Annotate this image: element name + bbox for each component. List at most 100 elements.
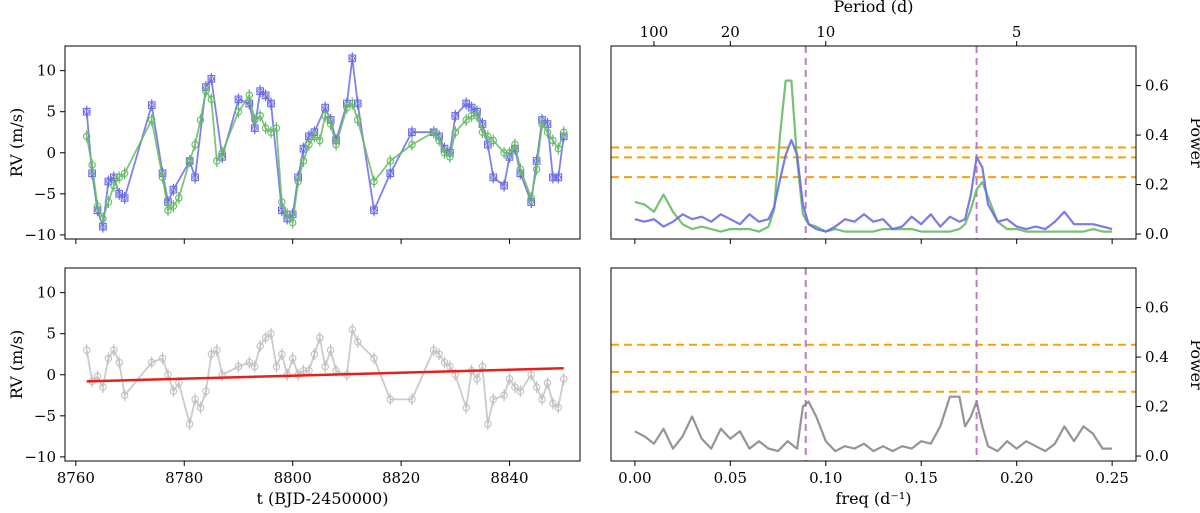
data-point <box>93 202 102 210</box>
data-point <box>543 379 552 387</box>
y-tick-label: 10 <box>37 62 56 80</box>
y-tick-label: 0 <box>46 144 56 162</box>
data-point <box>110 181 118 190</box>
data-point <box>326 120 335 128</box>
data-point-ring <box>170 187 177 193</box>
data-point <box>473 112 481 120</box>
data-point-ring <box>555 174 561 181</box>
data-point <box>261 91 270 100</box>
data-point-ring <box>121 195 128 201</box>
data-point <box>175 194 183 202</box>
data-point <box>435 350 443 358</box>
y-tick-label: −10 <box>24 448 56 466</box>
data-point <box>191 173 199 182</box>
x-tick-label: 8800 <box>274 469 312 487</box>
data-point <box>267 99 275 108</box>
y-tick-label: 0.0 <box>1145 447 1169 465</box>
data-point <box>408 140 416 149</box>
data-point <box>370 354 378 363</box>
data-point <box>207 350 216 358</box>
data-point <box>429 346 438 354</box>
data-point <box>370 206 378 215</box>
data-point <box>234 107 243 116</box>
data-point <box>332 140 340 149</box>
series-line <box>85 328 565 425</box>
data-point <box>278 198 286 206</box>
x-tick-label: 0.20 <box>1000 469 1033 487</box>
y-axis-label: Power <box>1187 339 1200 390</box>
data-point-ring <box>349 55 355 61</box>
top-tick-label: 10 <box>816 23 835 41</box>
data-point <box>500 149 508 157</box>
data-point <box>191 395 199 404</box>
data-point <box>484 132 492 141</box>
data-point <box>272 362 281 371</box>
y-axis-label: RV (m/s) <box>7 108 26 177</box>
data-point <box>99 214 107 223</box>
data-point <box>348 325 357 334</box>
y-axis-label: RV (m/s) <box>7 330 26 399</box>
data-point <box>435 136 443 145</box>
data-point <box>82 346 91 354</box>
data-point <box>213 346 221 354</box>
data-point <box>549 399 557 408</box>
x-axis-label: freq (d⁻¹) <box>836 489 912 508</box>
data-point <box>283 210 292 219</box>
data-point-ring <box>268 100 274 107</box>
data-point-ring <box>490 174 496 181</box>
data-point <box>505 375 514 383</box>
data-point <box>310 350 319 358</box>
data-point <box>169 185 178 194</box>
data-point-ring <box>452 113 458 119</box>
data-point <box>489 395 498 404</box>
data-point <box>115 358 123 367</box>
data-point <box>147 358 156 367</box>
data-point <box>288 354 297 363</box>
x-tick-label: 0.25 <box>1095 469 1128 487</box>
data-point <box>451 111 460 120</box>
y-tick-label: 5 <box>46 103 56 121</box>
data-point <box>250 116 259 124</box>
data-point <box>462 99 471 108</box>
series-line <box>634 138 1113 233</box>
data-point <box>104 198 113 206</box>
data-point <box>245 358 254 367</box>
data-point-ring <box>100 224 106 230</box>
panel-frame <box>64 267 581 462</box>
data-point <box>115 173 123 182</box>
top-axis-label: Period (d) <box>834 0 914 16</box>
data-point-ring <box>105 178 112 185</box>
data-point <box>353 99 362 108</box>
top-tick-label: 100 <box>640 23 669 41</box>
data-point <box>473 375 481 383</box>
data-point <box>500 181 508 190</box>
series-line <box>85 90 565 224</box>
data-point-ring <box>279 207 285 213</box>
trend-line <box>86 366 564 383</box>
data-point-ring <box>463 100 469 107</box>
data-point <box>353 338 362 346</box>
data-point <box>288 218 297 227</box>
data-point <box>207 75 216 83</box>
data-point <box>511 140 519 149</box>
data-point-ring <box>252 125 258 131</box>
data-point <box>451 128 460 136</box>
data-point-ring <box>149 102 155 108</box>
data-point <box>207 95 216 104</box>
data-point <box>489 173 498 182</box>
data-point <box>93 372 102 381</box>
data-point-ring <box>387 170 393 176</box>
data-point <box>299 157 308 165</box>
y-tick-label: 0 <box>46 366 56 384</box>
data-point <box>169 202 178 210</box>
data-point <box>120 391 129 400</box>
series-line <box>634 395 1113 453</box>
y-tick-label: −5 <box>34 407 56 425</box>
y-tick-label: −5 <box>34 185 56 203</box>
data-point <box>478 128 487 136</box>
data-point <box>386 157 395 165</box>
data-point <box>386 395 395 404</box>
y-tick-label: 0.6 <box>1145 77 1169 95</box>
data-point <box>467 112 476 120</box>
data-point <box>115 189 124 198</box>
